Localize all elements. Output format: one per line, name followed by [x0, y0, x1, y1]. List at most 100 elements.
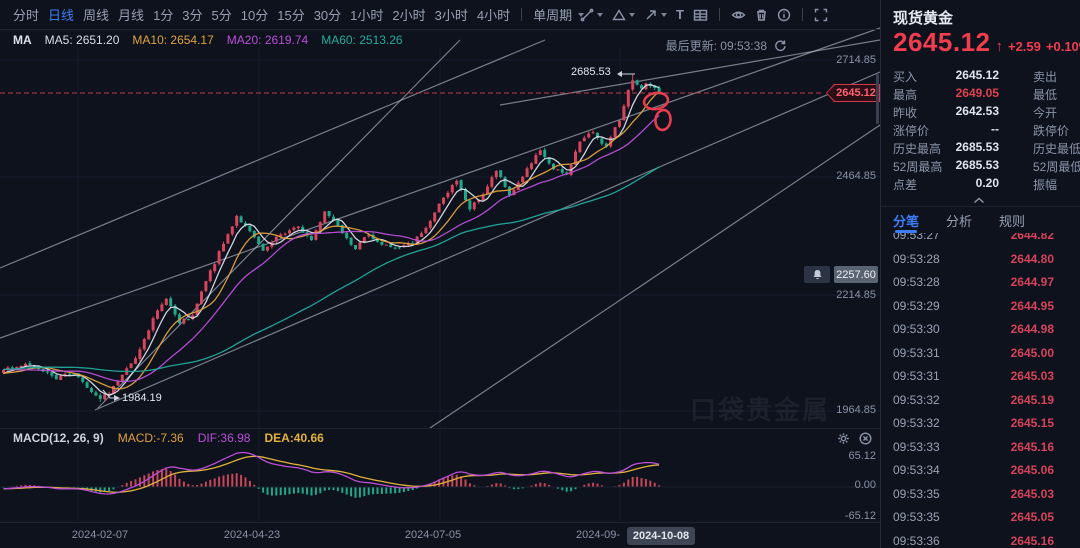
dif-value: DIF:36.98 — [197, 431, 251, 445]
tick-price: 2645.16 — [1010, 440, 1054, 454]
eye-icon — [731, 11, 746, 18]
date-tick-selected: 2024-10-08 — [627, 527, 695, 545]
fullscreen-button[interactable] — [814, 8, 828, 22]
chevron-down-icon — [597, 12, 604, 17]
tab-analysis[interactable]: 分析 — [946, 213, 973, 229]
tick-time: 09:53:35 — [893, 510, 940, 524]
gann-tool-button[interactable] — [693, 8, 708, 22]
period-4h[interactable]: 4小时 — [476, 8, 511, 23]
macd-value: MACD:-7.36 — [117, 431, 184, 445]
delete-drawings-button[interactable] — [755, 8, 768, 22]
refresh-icon[interactable] — [773, 39, 786, 52]
watermark: 口袋贵金属 — [690, 395, 831, 425]
arrow-tool-button[interactable] — [644, 8, 668, 22]
tick-price: 2645.16 — [1010, 534, 1054, 548]
stat-label: 历史最高 — [893, 142, 942, 156]
period-10m[interactable]: 10分 — [240, 8, 269, 23]
tick-time: 09:53:31 — [893, 369, 940, 383]
tab-rules[interactable]: 规则 — [999, 213, 1026, 229]
tick-row: 09:53:30 2644.98 — [881, 318, 1080, 341]
tab-ticks[interactable]: 分笔 — [893, 207, 919, 233]
ma-legend: MA MA5: 2651.20 MA10: 2654.17 MA20: 2619… — [13, 33, 403, 47]
date-tick: 2024-02-07 — [71, 529, 129, 541]
tick-price: 2645.03 — [1010, 487, 1054, 501]
period-daily[interactable]: 日线 — [48, 8, 75, 23]
period-1m[interactable]: 1分 — [153, 8, 174, 23]
tick-row: 09:53:29 2644.95 — [881, 295, 1080, 318]
gann-tool-icon — [693, 9, 708, 21]
quote-price: 2645.12 — [893, 27, 991, 57]
toolbar-separator — [521, 8, 523, 21]
info-icon — [777, 8, 791, 21]
tick-price: 2644.80 — [1010, 252, 1054, 266]
period-5m[interactable]: 5分 — [211, 8, 232, 23]
period-fenshi[interactable]: 分时 — [13, 8, 40, 23]
period-15m[interactable]: 15分 — [277, 8, 305, 23]
gear-icon[interactable] — [837, 432, 850, 445]
period-3m[interactable]: 3分 — [182, 8, 203, 23]
tick-price: 2644.97 — [1010, 275, 1054, 289]
visibility-button[interactable] — [731, 8, 746, 22]
tick-price: 2645.15 — [1010, 416, 1054, 430]
info-button[interactable] — [777, 8, 791, 22]
period-monthly[interactable]: 月线 — [118, 8, 145, 23]
shape-tool-button[interactable] — [612, 8, 636, 22]
period-1h[interactable]: 1小时 — [350, 8, 384, 23]
stat-label: 52周最高 — [893, 160, 943, 174]
period-toolbar: 分时 日线 周线 月线 1分 3分 5分 10分 15分 30分 1小时 2小时… — [0, 0, 880, 29]
tick-row: 09:53:34 2645.06 — [881, 459, 1080, 482]
period-30m[interactable]: 30分 — [313, 8, 342, 23]
drawing-toolbar: T — [580, 0, 828, 29]
tick-row: 09:53:31 2645.00 — [881, 342, 1080, 365]
toolbar-separator — [719, 8, 720, 21]
ma-title: MA — [13, 33, 32, 47]
quote-change-pct: +0.10% — [1045, 39, 1080, 54]
alert-price-label: 2257.60 — [834, 266, 878, 283]
macd-axis-label: 65.12 — [848, 450, 876, 462]
stat-label: 昨收 — [893, 106, 918, 120]
stat-value: 2685.53 — [955, 158, 999, 172]
quote-sidebar: 现货黄金 2645.12 ↑ +2.59 +0.10% 买入2645.12卖出 … — [880, 0, 1080, 548]
text-tool-button[interactable]: T — [676, 7, 684, 22]
stat-row: 最高 2649.05 最低 — [881, 86, 1080, 104]
single-period-label: 单周期 — [533, 8, 573, 23]
date-tick: 2024-09- — [575, 529, 621, 541]
tick-time: 09:53:28 — [893, 275, 940, 289]
text-tool-icon: T — [676, 7, 684, 22]
single-period-dropdown[interactable]: 单周期 — [533, 5, 585, 24]
macd-legend: MACD(12, 26, 9) MACD:-7.36 DIF:36.98 DEA… — [13, 431, 324, 445]
tick-price: 2645.06 — [1010, 463, 1054, 477]
tick-time: 09:53:31 — [893, 346, 940, 360]
price-alert: 2257.60 — [804, 266, 878, 283]
tick-row: 09:53:28 2644.80 — [881, 248, 1080, 271]
tick-price: 2645.19 — [1010, 393, 1054, 407]
tick-price: 2645.05 — [1010, 510, 1054, 524]
quote-header: 2645.12 ↑ +2.59 +0.10% — [893, 27, 1080, 58]
tick-row: 09:53:35 2645.05 — [881, 506, 1080, 529]
tick-row: 09:53:35 2645.03 — [881, 483, 1080, 506]
period-3h[interactable]: 3小时 — [434, 8, 468, 23]
chart-scrollbar[interactable] — [876, 74, 879, 124]
stat-label: 52周最低 — [1033, 160, 1080, 174]
stat-label: 最高 — [893, 88, 918, 102]
current-price-tag[interactable]: 2645.12 — [826, 84, 880, 102]
toolbar-divider — [0, 29, 880, 30]
high-annotation: 2685.53 — [571, 66, 611, 78]
close-icon[interactable] — [859, 432, 872, 445]
quote-change: +2.59 — [1007, 39, 1041, 54]
period-weekly[interactable]: 周线 — [83, 8, 110, 23]
ma60-value: MA60: 2513.26 — [321, 33, 403, 47]
chevron-down-icon — [661, 12, 668, 17]
ma20-value: MA20: 2619.74 — [226, 33, 309, 47]
tick-time: 09:53:28 — [893, 252, 940, 266]
collapse-button[interactable] — [973, 191, 985, 209]
period-2h[interactable]: 2小时 — [392, 8, 426, 23]
stat-row: 涨停价 -- 跌停价 — [881, 122, 1080, 140]
stat-value: 2642.53 — [955, 104, 999, 118]
alert-bell-button[interactable] — [804, 266, 830, 283]
y-axis-label: 2464.85 — [836, 170, 876, 182]
candlestick-chart[interactable] — [0, 0, 880, 548]
arrow-tool-icon — [646, 9, 656, 19]
line-tool-button[interactable] — [580, 8, 604, 22]
stat-label: 跌停价 — [1033, 124, 1070, 138]
